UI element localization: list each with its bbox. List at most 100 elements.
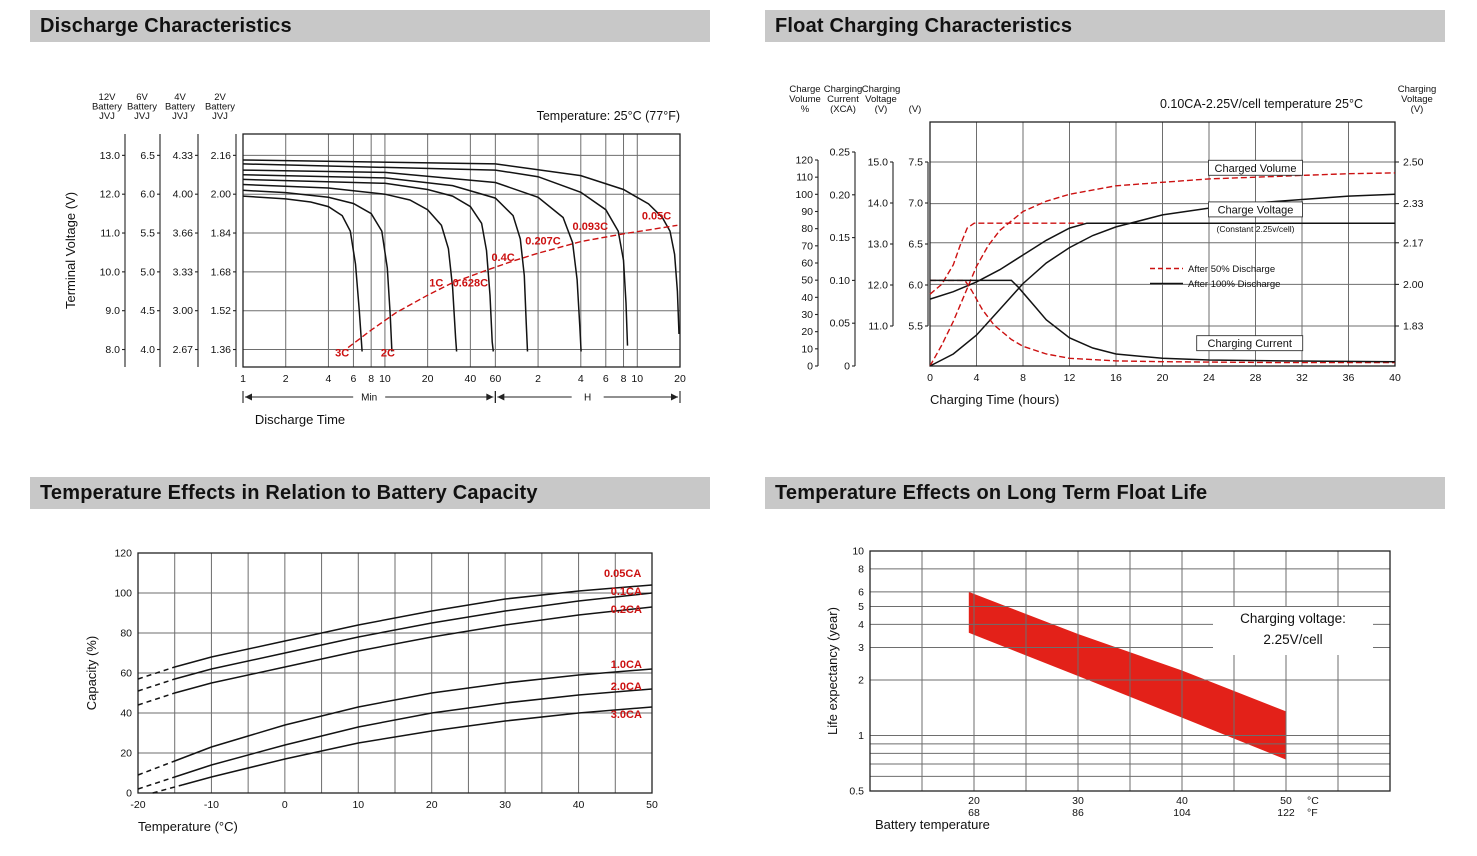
svg-text:0: 0 bbox=[807, 361, 813, 373]
svg-text:Charging voltage:: Charging voltage: bbox=[1240, 611, 1346, 626]
charging-voltage-annotation: Charging voltage: 2.25V/cell bbox=[1213, 607, 1373, 655]
svg-text:4: 4 bbox=[578, 373, 584, 385]
svg-text:20: 20 bbox=[1157, 372, 1169, 384]
svg-text:4.5: 4.5 bbox=[140, 305, 155, 317]
svg-text:(Constant 2.25v/cell): (Constant 2.25v/cell) bbox=[1217, 224, 1295, 234]
cutoff-voltage-curve bbox=[347, 224, 678, 349]
panel-temperature-capacity: Temperature Effects in Relation to Batte… bbox=[30, 477, 710, 851]
svg-text:1.36: 1.36 bbox=[211, 344, 232, 356]
svg-text:11.0: 11.0 bbox=[100, 228, 120, 240]
curve-1.0CA bbox=[174, 668, 653, 762]
svg-text:JVJ: JVJ bbox=[99, 111, 115, 122]
svg-text:JVJ: JVJ bbox=[212, 111, 228, 122]
svg-text:3.33: 3.33 bbox=[173, 266, 194, 278]
curve-charged-volume-after-100 bbox=[929, 193, 1396, 367]
svg-text:1.84: 1.84 bbox=[211, 228, 232, 240]
svg-text:24: 24 bbox=[1203, 372, 1215, 384]
svg-text:(V): (V) bbox=[875, 104, 888, 115]
svg-text:122: 122 bbox=[1277, 807, 1295, 819]
celsius-unit-label: °C bbox=[1307, 795, 1319, 807]
svg-text:8: 8 bbox=[1020, 372, 1026, 384]
svg-text:20: 20 bbox=[801, 326, 813, 338]
curve-0.093C bbox=[242, 163, 629, 346]
curve-0.05C bbox=[242, 159, 680, 335]
svg-text:11.0: 11.0 bbox=[868, 321, 888, 333]
svg-text:90: 90 bbox=[801, 206, 813, 218]
svg-text:10: 10 bbox=[852, 546, 864, 558]
svg-text:60: 60 bbox=[120, 668, 132, 680]
x-section-arrows: Min H bbox=[242, 391, 681, 404]
curve-label: 0.05CA bbox=[604, 568, 641, 580]
svg-text:12V: 12V bbox=[99, 92, 117, 103]
left-axis-0: ChargeVolume%120110100908070605040302010… bbox=[789, 84, 821, 373]
curve-charge-voltage-after-100 bbox=[929, 222, 1395, 300]
curve-1C bbox=[242, 183, 458, 352]
svg-text:3.00: 3.00 bbox=[173, 305, 194, 317]
curve-0.05CA bbox=[174, 584, 653, 668]
svg-text:8: 8 bbox=[858, 563, 864, 575]
svg-text:4: 4 bbox=[858, 619, 864, 631]
svg-text:(V): (V) bbox=[909, 104, 922, 115]
svg-text:110: 110 bbox=[796, 172, 813, 184]
y-axis-title: Terminal Voltage (V) bbox=[63, 192, 78, 309]
svg-text:12.0: 12.0 bbox=[868, 280, 889, 292]
svg-text:After 100% Discharge: After 100% Discharge bbox=[1188, 279, 1280, 290]
svg-text:1.52: 1.52 bbox=[211, 305, 232, 317]
svg-text:0.05: 0.05 bbox=[830, 318, 851, 330]
svg-text:Charging Current: Charging Current bbox=[1208, 338, 1292, 350]
svg-text:6V: 6V bbox=[136, 92, 148, 103]
svg-text:30: 30 bbox=[1072, 795, 1084, 807]
svg-text:120: 120 bbox=[114, 548, 132, 560]
svg-text:Charge Voltage: Charge Voltage bbox=[1218, 204, 1294, 216]
svg-text:0.25: 0.25 bbox=[830, 147, 851, 159]
svg-text:20: 20 bbox=[968, 795, 980, 807]
svg-text:6.5: 6.5 bbox=[140, 150, 155, 162]
svg-text:4.0: 4.0 bbox=[140, 344, 155, 356]
svg-text:40: 40 bbox=[801, 292, 813, 304]
svg-text:3.66: 3.66 bbox=[173, 228, 194, 240]
svg-text:8: 8 bbox=[368, 373, 374, 385]
svg-text:Current: Current bbox=[827, 94, 859, 105]
svg-text:20: 20 bbox=[120, 748, 132, 760]
svg-text:2: 2 bbox=[535, 373, 541, 385]
svg-text:100: 100 bbox=[795, 189, 813, 201]
curve-label: 1.0CA bbox=[611, 659, 642, 671]
svg-text:%: % bbox=[801, 104, 810, 115]
svg-text:20: 20 bbox=[426, 799, 438, 811]
svg-text:40: 40 bbox=[465, 373, 477, 385]
svg-text:16: 16 bbox=[1110, 372, 1122, 384]
svg-text:40: 40 bbox=[120, 708, 132, 720]
svg-text:0.15: 0.15 bbox=[830, 232, 851, 244]
svg-text:3: 3 bbox=[858, 642, 864, 654]
svg-text:8.0: 8.0 bbox=[105, 344, 120, 356]
svg-text:Charging: Charging bbox=[824, 84, 863, 95]
svg-text:60: 60 bbox=[490, 373, 502, 385]
svg-text:5: 5 bbox=[858, 601, 864, 613]
svg-text:7.0: 7.0 bbox=[908, 198, 923, 210]
series bbox=[242, 159, 680, 352]
svg-text:70: 70 bbox=[801, 240, 813, 252]
svg-text:0.5: 0.5 bbox=[849, 786, 864, 798]
curve-2.0CA bbox=[174, 688, 653, 778]
curve-label: 3C bbox=[335, 348, 349, 360]
svg-text:Battery: Battery bbox=[127, 102, 157, 113]
curve-3.0CA bbox=[181, 706, 653, 786]
svg-text:1: 1 bbox=[240, 373, 246, 385]
curve-label: 0.4C bbox=[491, 252, 514, 264]
section-title-float-life: Temperature Effects on Long Term Float L… bbox=[765, 477, 1445, 509]
svg-text:JVJ: JVJ bbox=[134, 111, 150, 122]
curve-2C bbox=[242, 189, 393, 352]
curve-label: 1C bbox=[429, 278, 443, 290]
svg-text:80: 80 bbox=[801, 223, 813, 235]
curve-label: 0.1CA bbox=[611, 586, 642, 598]
svg-text:10: 10 bbox=[801, 343, 813, 355]
svg-text:14.0: 14.0 bbox=[868, 198, 889, 210]
svg-text:1.68: 1.68 bbox=[211, 266, 232, 278]
svg-text:104: 104 bbox=[1173, 807, 1191, 819]
x-ticks: 1 2 4 6 8 10 20 40 60 2 4 6 8 10 20 bbox=[240, 373, 686, 385]
discharge-characteristics-chart: 12VBatteryJVJ13.012.011.010.09.08.06VBat… bbox=[63, 92, 686, 427]
svg-text:5.5: 5.5 bbox=[908, 321, 923, 333]
